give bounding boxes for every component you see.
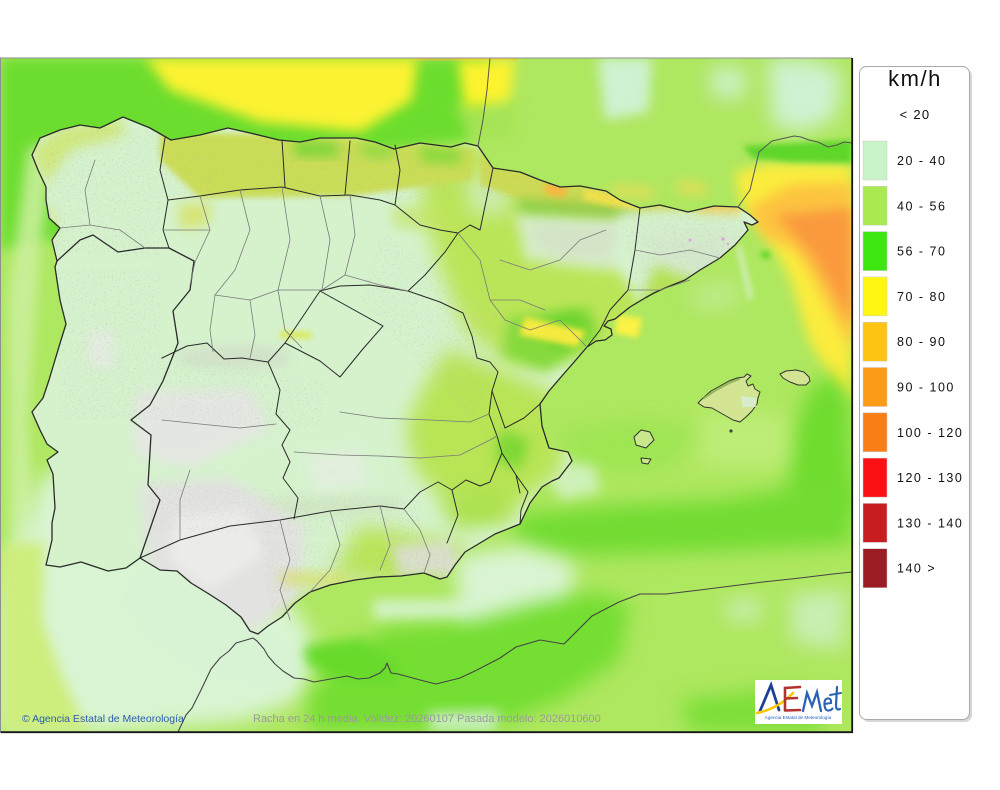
svg-text:Agencia Estatal de Meteorologí: Agencia Estatal de Meteorología <box>765 715 832 720</box>
svg-text:© Agencia Estatal de Meteorolo: © Agencia Estatal de Meteorología <box>22 713 184 725</box>
svg-text:120 - 130: 120 - 130 <box>897 471 963 485</box>
svg-text:20 - 40: 20 - 40 <box>897 154 946 168</box>
svg-text:km/h: km/h <box>888 66 942 91</box>
svg-text:90 - 100: 90 - 100 <box>897 381 955 395</box>
svg-text:130 - 140: 130 - 140 <box>897 516 963 530</box>
svg-text:Racha en 24 h media. Validez:: Racha en 24 h media. Validez: 20260107 P… <box>253 713 601 725</box>
svg-text:100 - 120: 100 - 120 <box>897 426 963 440</box>
svg-text:80 - 90: 80 - 90 <box>897 335 946 349</box>
svg-text:40 - 56: 40 - 56 <box>897 199 946 213</box>
svg-text:70 - 80: 70 - 80 <box>897 290 946 304</box>
svg-text:56 - 70: 56 - 70 <box>897 245 946 259</box>
svg-text:< 20: < 20 <box>900 107 931 122</box>
svg-text:140 >: 140 > <box>897 562 936 576</box>
